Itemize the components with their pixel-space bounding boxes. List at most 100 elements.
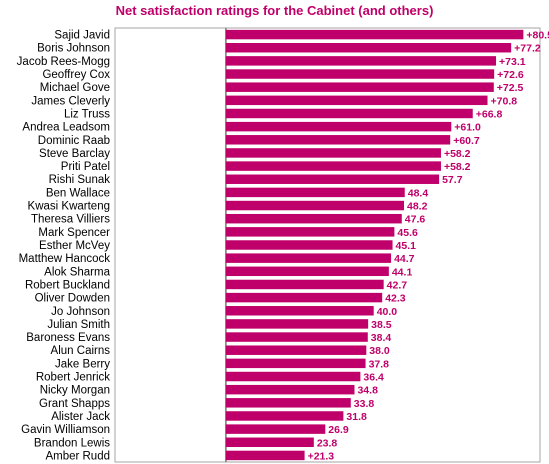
value-label-1: +77.2: [514, 43, 541, 55]
category-label-26: Robert Jenrick: [36, 372, 110, 384]
bar-6: [225, 108, 473, 119]
bar-25: [225, 358, 366, 369]
category-label-24: Alun Cairns: [51, 345, 111, 357]
category-label-29: Alister Jack: [51, 411, 110, 423]
bar-9: [225, 148, 441, 158]
bar-1: [225, 42, 512, 53]
value-label-24: 38.0: [369, 345, 390, 357]
category-label-11: Rishi Sunak: [49, 174, 111, 186]
bar-27: [225, 384, 355, 395]
bar-32: [225, 450, 305, 461]
bar-26: [225, 371, 361, 382]
value-label-31: 23.8: [317, 437, 338, 449]
value-label-11: 57.7: [442, 174, 463, 186]
category-label-10: Priti Patel: [61, 161, 110, 173]
bar-21: [225, 306, 374, 316]
category-label-12: Ben Wallace: [46, 187, 110, 199]
value-label-9: +58.2: [444, 148, 471, 160]
bar-12: [225, 187, 405, 198]
value-label-32: +21.3: [308, 450, 335, 462]
bar-15: [225, 227, 395, 237]
category-label-20: Oliver Dowden: [35, 293, 110, 305]
category-label-15: Mark Spencer: [38, 227, 110, 239]
value-label-23: 38.4: [371, 332, 392, 344]
value-label-26: 36.4: [363, 372, 384, 384]
category-label-8: Dominic Raab: [38, 135, 110, 147]
category-label-5: James Cleverly: [31, 95, 110, 107]
category-label-22: Julian Smith: [47, 319, 110, 331]
category-label-6: Liz Truss: [64, 108, 110, 120]
value-label-12: 48.4: [408, 187, 429, 199]
value-label-5: +70.8: [491, 95, 518, 107]
bar-22: [225, 319, 369, 329]
value-label-17: 44.7: [394, 253, 415, 265]
value-label-28: 33.8: [354, 398, 375, 410]
category-label-7: Andrea Leadsom: [22, 122, 110, 134]
value-label-18: 44.1: [392, 266, 413, 278]
value-label-4: +72.5: [497, 82, 524, 94]
value-label-16: 45.1: [396, 240, 417, 252]
category-label-19: Robert Buckland: [25, 279, 110, 291]
value-label-30: 26.9: [328, 424, 349, 436]
category-label-28: Grant Shapps: [39, 398, 110, 410]
chart-title: Net satisfaction ratings for the Cabinet…: [115, 3, 434, 18]
bar-10: [225, 161, 441, 171]
bar-14: [225, 213, 402, 224]
category-label-9: Steve Barclay: [39, 148, 110, 160]
value-label-6: +66.8: [476, 108, 503, 120]
bar-18: [225, 266, 389, 277]
bar-2: [225, 56, 497, 66]
bar-17: [225, 253, 392, 263]
bar-7: [225, 121, 452, 132]
bar-31: [225, 437, 314, 448]
bar-29: [225, 411, 344, 421]
category-label-32: Amber Rudd: [45, 450, 110, 462]
value-label-27: 34.8: [357, 385, 378, 397]
value-label-22: 38.5: [371, 319, 392, 331]
category-label-25: Jake Berry: [55, 358, 110, 370]
bar-5: [225, 95, 488, 106]
category-label-27: Nicky Morgan: [40, 385, 110, 397]
value-label-8: +60.7: [453, 135, 480, 147]
value-label-20: 42.3: [385, 293, 406, 305]
bars-group: [225, 29, 524, 461]
value-label-10: +58.2: [444, 161, 471, 173]
category-label-21: Jo Johnson: [51, 306, 110, 318]
value-labels-group: +80.5+77.2+73.1+72.6+72.5+70.8+66.8 +61.0…: [308, 30, 549, 463]
bar-0: [225, 29, 524, 40]
bar-11: [225, 174, 440, 184]
bar-4: [225, 82, 494, 92]
bar-24: [225, 345, 367, 355]
bar-30: [225, 424, 326, 434]
value-label-14: 47.6: [405, 214, 426, 226]
category-label-13: Kwasi Kwarteng: [28, 201, 110, 213]
value-label-0: +80.5: [526, 30, 549, 42]
bar-16: [225, 240, 393, 250]
value-label-2: +73.1: [499, 56, 526, 68]
category-label-31: Brandon Lewis: [34, 437, 110, 449]
bar-19: [225, 279, 384, 290]
value-label-21: 40.0: [377, 306, 398, 318]
category-label-14: Theresa Villiers: [31, 214, 110, 226]
bar-13: [225, 200, 404, 211]
value-label-19: 42.7: [387, 279, 408, 291]
value-label-25: 37.8: [369, 358, 390, 370]
category-label-1: Boris Johnson: [37, 43, 110, 55]
category-label-30: Gavin Williamson: [21, 424, 110, 436]
category-label-4: Michael Gove: [40, 82, 110, 94]
category-label-23: Baroness Evans: [26, 332, 110, 344]
bar-8: [225, 135, 451, 145]
category-label-16: Esther McVey: [39, 240, 110, 252]
category-label-18: Alok Sharma: [44, 266, 110, 278]
bar-3: [225, 69, 495, 79]
bar-20: [225, 292, 383, 303]
bar-23: [225, 332, 368, 342]
category-label-3: Geoffrey Cox: [42, 69, 110, 81]
category-label-17: Matthew Hancock: [19, 253, 111, 265]
value-label-15: 45.6: [397, 227, 418, 239]
value-label-7: +61.0: [454, 122, 481, 134]
value-label-3: +72.6: [497, 69, 524, 81]
category-label-2: Jacob Rees-Mogg: [17, 56, 110, 68]
